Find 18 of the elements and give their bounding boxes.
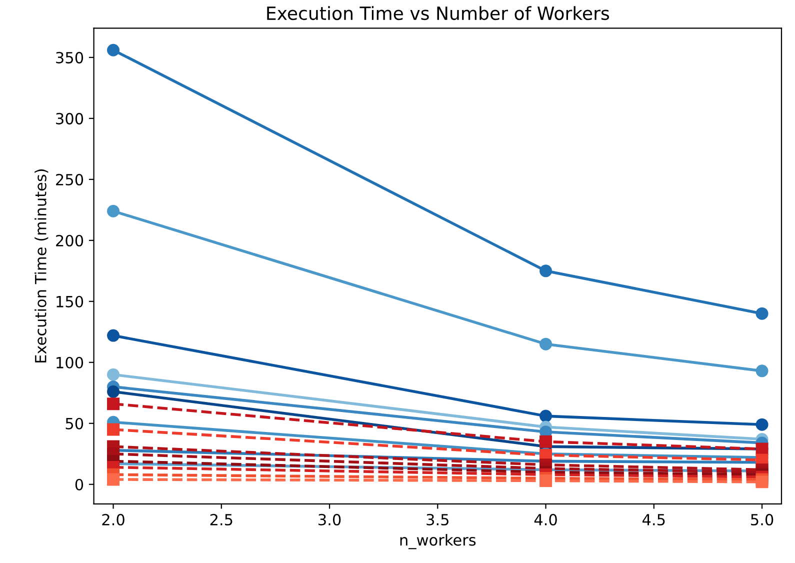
x-axis-title: n_workers	[400, 534, 476, 550]
y-tick-label: 200	[56, 234, 84, 246]
x-tick-label: 5.0	[751, 514, 774, 526]
y-tick-label: 250	[56, 174, 84, 186]
x-tick-label: 4.0	[534, 514, 557, 526]
chart-title: Execution Time vs Number of Workers	[267, 6, 610, 20]
x-tick-label: 2.5	[210, 514, 232, 526]
y-tick-label: 350	[56, 52, 84, 64]
x-tick-label: 3.0	[318, 514, 341, 526]
y-tick-label: 150	[56, 296, 84, 308]
x-tick-label: 4.5	[642, 514, 665, 526]
x-tick-label: 3.5	[426, 514, 448, 526]
x-tick-label: 2.0	[102, 514, 124, 526]
y-tick-label: 50	[66, 418, 84, 430]
y-tick-label: 100	[56, 356, 84, 368]
y-tick-label: 0	[75, 478, 84, 490]
y-axis-title: Execution Time (minutes)	[34, 169, 48, 362]
y-tick-label: 300	[56, 112, 84, 124]
